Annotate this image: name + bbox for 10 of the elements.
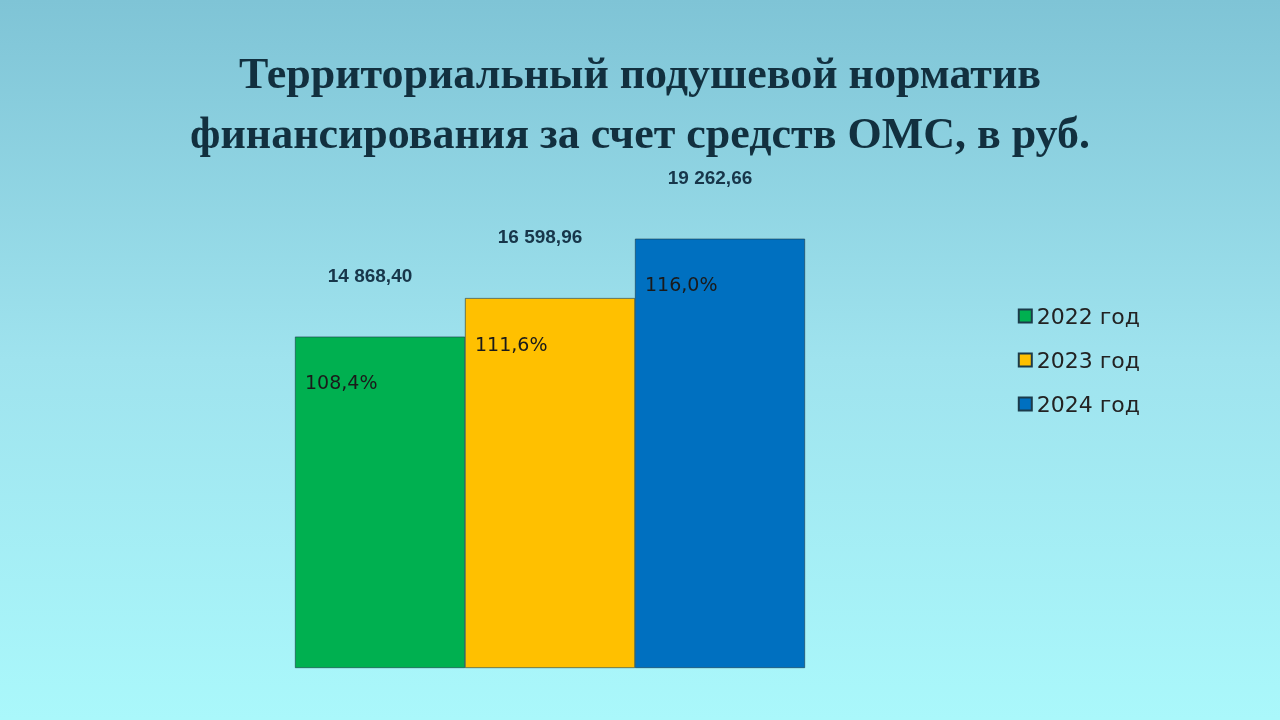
annotation: 116,0% xyxy=(645,273,718,296)
annotation: 111,6% xyxy=(475,332,548,355)
data-label: 14 868,40 xyxy=(327,264,413,286)
annotation: 108,4% xyxy=(305,371,378,394)
data-label: 19 262,66 xyxy=(667,166,753,188)
data-label: 16 598,96 xyxy=(497,226,583,248)
legend-label: 2023 год xyxy=(1036,347,1141,373)
chart-title: Территориальный подушевой норматив финансирования за счет средств ОМС, в руб. xyxy=(189,48,1091,158)
legend-label: 2022 год xyxy=(1036,303,1141,329)
legend-label: 2024 год xyxy=(1036,391,1141,417)
